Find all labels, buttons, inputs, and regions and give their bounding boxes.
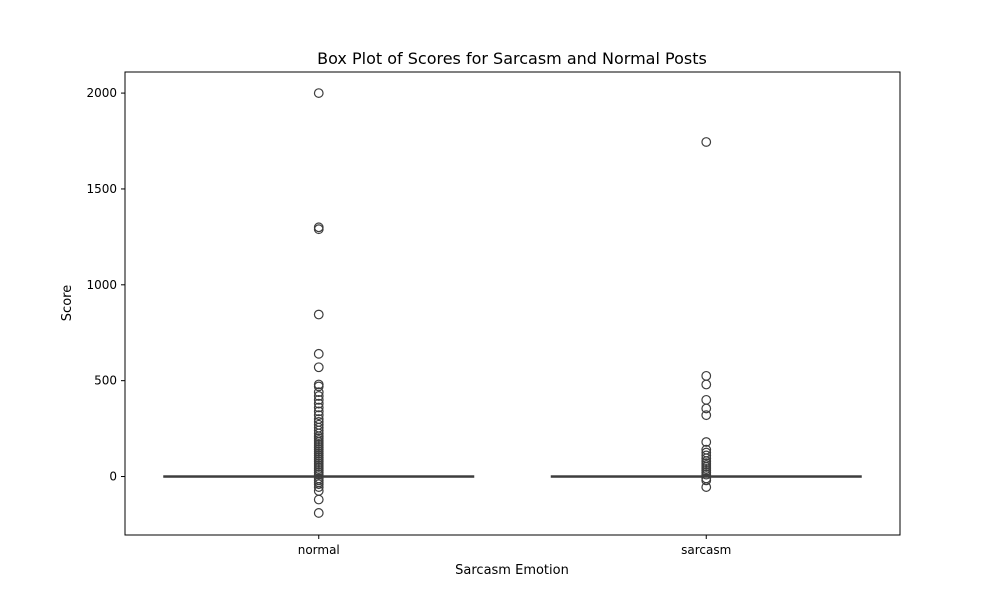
box-series bbox=[163, 88, 862, 518]
outlier-point bbox=[313, 391, 324, 401]
outlier-point bbox=[701, 379, 712, 390]
y-axis: 0 500 1000 1500 2000 bbox=[86, 86, 125, 484]
outlier-point bbox=[313, 381, 324, 392]
outlier-point bbox=[701, 403, 712, 414]
y-tick-label: 1500 bbox=[86, 182, 117, 196]
outlier-point bbox=[313, 224, 324, 235]
plot-frame bbox=[124, 71, 901, 536]
outlier-point bbox=[313, 348, 324, 359]
plot-area-border bbox=[124, 71, 901, 536]
outlier-point bbox=[701, 482, 712, 492]
x-axis: normal sarcasm bbox=[298, 535, 731, 557]
box-normal bbox=[163, 88, 475, 518]
outlier-point bbox=[313, 469, 324, 480]
outlier-point bbox=[701, 370, 712, 381]
outlier-point bbox=[313, 309, 324, 320]
outlier-point bbox=[313, 398, 324, 409]
outlier-point bbox=[313, 479, 324, 490]
outlier-point bbox=[701, 137, 712, 147]
outlier-point bbox=[313, 387, 324, 398]
outlier-point bbox=[701, 394, 712, 405]
outlier-point bbox=[701, 475, 712, 486]
y-axis-label: Score bbox=[60, 285, 75, 321]
outlier-point bbox=[313, 402, 324, 413]
outlier-point bbox=[313, 406, 324, 417]
outlier-point bbox=[701, 437, 712, 447]
x-tick-label: sarcasm bbox=[681, 543, 731, 557]
outlier-point bbox=[313, 482, 324, 492]
outlier-point bbox=[313, 88, 324, 98]
outlier-point bbox=[701, 450, 712, 461]
outlier-point bbox=[701, 469, 712, 480]
y-tick-label: 500 bbox=[94, 374, 117, 388]
y-tick-label: 0 bbox=[109, 470, 117, 484]
outlier-point bbox=[313, 362, 324, 373]
box-sarcasm bbox=[550, 137, 862, 492]
chart-title: Box Plot of Scores for Sarcasm and Norma… bbox=[317, 49, 707, 68]
outlier-point bbox=[313, 508, 324, 518]
x-tick-label: normal bbox=[298, 543, 340, 557]
outlier-point bbox=[313, 494, 324, 505]
y-tick-label: 2000 bbox=[86, 86, 117, 100]
outlier-point bbox=[313, 425, 324, 436]
outlier-point bbox=[313, 410, 324, 421]
outlier-point bbox=[701, 410, 712, 421]
y-tick-label: 1000 bbox=[86, 278, 117, 292]
outlier-point bbox=[313, 394, 324, 405]
x-axis-label: Sarcasm Emotion bbox=[455, 563, 569, 578]
outlier-point bbox=[313, 222, 324, 233]
